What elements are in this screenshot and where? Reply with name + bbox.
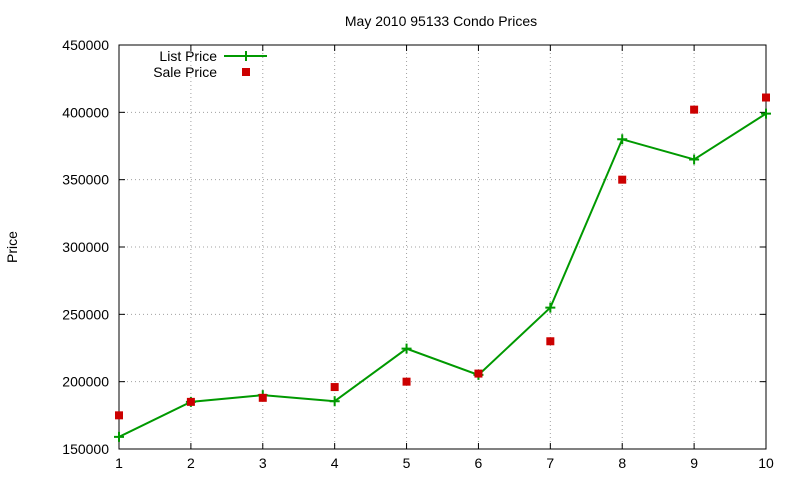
series-layer [114,93,771,442]
y-tick-label: 450000 [62,37,109,53]
y-tick-label: 300000 [62,239,109,255]
legend-marker-sale-price [242,68,250,76]
x-tick-label: 3 [259,455,267,471]
sale-price-point [762,93,770,102]
x-tick-label: 6 [475,455,483,471]
list-price-point [617,134,628,145]
list-price-point [401,343,412,354]
y-axis-label: Price [4,231,20,263]
grid-lines [119,45,766,449]
sale-price-point [474,369,483,378]
plot-frame [118,44,767,450]
sale-price-point [690,105,699,114]
legend-marker-list-price [241,51,251,61]
legend-label-sale-price: Sale Price [153,64,217,80]
x-tick-label: 9 [690,455,698,471]
chart-title: May 2010 95133 Condo Prices [345,13,537,29]
list-price-point [761,108,771,119]
y-tick-label: 350000 [62,172,109,188]
x-tick-label: 7 [546,455,554,471]
axis-ticks [118,44,767,450]
list-price-line [118,112,767,438]
list-price-point [329,396,340,407]
sale-price-point [618,175,627,184]
x-tick-label: 2 [187,455,195,471]
x-tick-label: 10 [758,455,774,471]
list-price-point [545,302,556,313]
sale-price-point [115,411,123,420]
x-tick-label: 5 [403,455,411,471]
legend: List Price Sale Price [153,48,267,80]
x-tick-label: 1 [115,455,123,471]
sale-price-point [330,383,339,392]
sale-price-point [258,393,267,402]
sale-price-point [546,337,555,346]
x-tick-labels: 1 2 3 4 5 6 7 8 9 10 [115,455,774,471]
x-tick-label: 4 [331,455,339,471]
y-tick-label: 150000 [62,441,109,457]
sale-price-point [402,377,411,386]
y-tick-label: 200000 [62,374,109,390]
y-tick-labels: 150000 200000 250000 300000 350000 400000 4500… [62,37,109,457]
x-tick-label: 8 [618,455,626,471]
legend-label-list-price: List Price [159,48,217,64]
y-tick-label: 400000 [62,104,109,120]
sale-price-point [186,397,195,406]
list-price-point [114,431,124,442]
list-price-point [689,154,700,165]
y-tick-label: 250000 [62,306,109,322]
